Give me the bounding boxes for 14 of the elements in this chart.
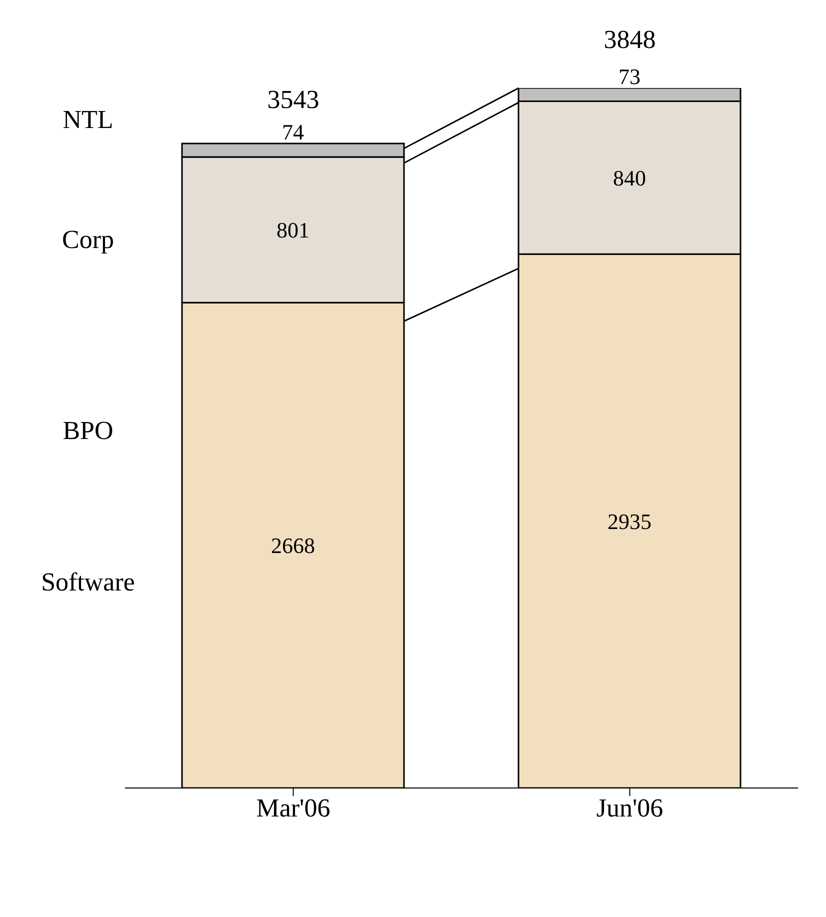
data-label: 74 <box>282 119 304 144</box>
series-label: Software <box>41 567 135 596</box>
x-tick-label: Mar'06 <box>256 793 330 822</box>
data-label: 73 <box>618 64 640 89</box>
total-label: 3848 <box>604 25 656 54</box>
x-tick-label: Jun'06 <box>596 793 664 822</box>
text: NTL <box>62 104 114 134</box>
text: Corp <box>62 224 114 254</box>
data-label: 2668 <box>271 533 315 558</box>
data-label: 2935 <box>608 508 652 534</box>
total-label: 3543 <box>267 85 320 114</box>
data-label: 840 <box>613 165 646 190</box>
text: BPO <box>62 416 114 446</box>
data-label: 801 <box>276 218 310 243</box>
